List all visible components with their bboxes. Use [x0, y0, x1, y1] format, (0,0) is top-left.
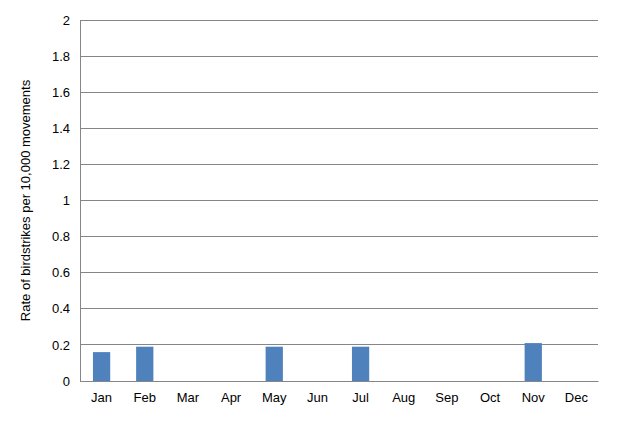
x-tick-label: Jun: [307, 390, 328, 405]
bar: [309, 381, 326, 382]
x-axis: Jan Feb Mar Apr May Jun Jul Aug Sep Oct Nov Dec: [81, 381, 599, 405]
y-tick-label: 0.8: [52, 229, 70, 244]
grid-line: [80, 236, 598, 237]
y-tick: 2: [63, 13, 80, 28]
y-tick-label: 0.4: [52, 301, 70, 316]
x-tick: Sep: [435, 381, 458, 405]
chart: 0 0.2 0.4 0.6 0.8 1 1.2 1.4 1.6 1.8 2 Jan Feb Mar Apr M…: [0, 0, 619, 431]
bar: [568, 381, 585, 382]
bar: [395, 381, 412, 382]
grid-line: [80, 20, 598, 21]
y-tick: 1.2: [52, 157, 80, 172]
y-axis-line: [80, 21, 81, 382]
grid-line: [80, 344, 598, 345]
grid-line: [80, 200, 598, 201]
x-tick: Aug: [392, 381, 415, 405]
x-tick: Mar: [177, 381, 200, 405]
x-tick-label: Aug: [392, 390, 415, 405]
x-tick-label: Mar: [177, 390, 200, 405]
y-tick-label: 1.2: [52, 157, 70, 172]
y-tick: 1.6: [52, 85, 80, 100]
x-tick-label: Dec: [565, 390, 589, 405]
y-tick-label: 2: [63, 13, 70, 28]
y-tick: 1: [63, 193, 80, 208]
y-axis: 0 0.2 0.4 0.6 0.8 1 1.2 1.4 1.6 1.8 2: [52, 13, 81, 389]
grid-line: [80, 56, 598, 57]
x-tick-label: Apr: [221, 390, 242, 405]
y-tick-label: 0.2: [52, 338, 70, 353]
y-tick: 0.6: [52, 265, 80, 280]
x-tick-label: Oct: [480, 390, 501, 405]
x-axis-line: [81, 381, 599, 382]
grid-line: [80, 128, 598, 129]
bar: [222, 381, 239, 382]
plot: 0 0.2 0.4 0.6 0.8 1 1.2 1.4 1.6 1.8 2 Jan Feb Mar Apr M…: [52, 13, 599, 406]
grid-line: [80, 272, 598, 273]
y-tick: 0: [63, 374, 80, 389]
bar: [352, 347, 369, 381]
bar: [525, 343, 542, 381]
y-tick: 1.8: [52, 49, 80, 64]
x-tick-label: May: [262, 390, 287, 405]
x-tick-label: Jul: [352, 390, 369, 405]
x-tick: Apr: [221, 381, 242, 405]
y-tick-label: 1: [63, 193, 70, 208]
x-tick: Oct: [480, 381, 501, 405]
y-tick: 0.4: [52, 301, 80, 316]
y-tick-label: 1.8: [52, 49, 70, 64]
y-axis-title: Rate of birdstrikes per 10,000 movements: [18, 79, 33, 321]
bars: [93, 343, 542, 381]
x-tick: Dec: [565, 381, 589, 405]
x-tick: Feb: [134, 381, 156, 405]
bar: [481, 381, 498, 382]
x-tick: May: [262, 381, 287, 405]
x-tick-label: Jan: [91, 390, 112, 405]
bar: [179, 381, 196, 382]
bar: [93, 352, 110, 381]
grid-line: [80, 92, 598, 93]
grid-line: [80, 381, 598, 382]
x-tick: Jul: [352, 381, 369, 405]
y-tick-label: 0: [63, 374, 70, 389]
y-tick-label: 1.4: [52, 121, 70, 136]
y-tick-label: 0.6: [52, 265, 70, 280]
x-tick: Nov: [522, 381, 546, 405]
x-tick: Jan: [91, 381, 112, 405]
x-tick-label: Nov: [522, 390, 546, 405]
y-tick: 0.8: [52, 229, 80, 244]
grid-line: [80, 164, 598, 165]
y-tick-label: 1.6: [52, 85, 70, 100]
x-tick: Jun: [307, 381, 328, 405]
x-tick-label: Feb: [134, 390, 156, 405]
y-tick: 0.2: [52, 338, 80, 353]
grid-line: [80, 308, 598, 309]
y-tick: 1.4: [52, 121, 80, 136]
bar: [438, 381, 455, 382]
bar: [136, 347, 153, 381]
bar: [266, 347, 283, 381]
grid: [80, 20, 598, 381]
x-tick-label: Sep: [435, 390, 458, 405]
